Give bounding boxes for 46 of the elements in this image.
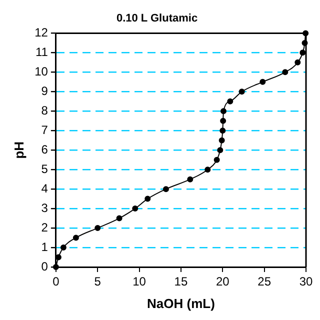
point xyxy=(302,40,308,46)
point xyxy=(300,50,306,56)
x-tick-label: 20 xyxy=(216,274,230,289)
y-tick-label: 6 xyxy=(41,142,48,156)
point xyxy=(238,88,245,95)
point xyxy=(116,215,122,222)
point xyxy=(220,128,226,134)
chart-title: 0.10 L Glutamic xyxy=(116,12,198,25)
point xyxy=(94,225,101,232)
x-tick-label: 0 xyxy=(52,274,60,289)
point xyxy=(72,234,79,241)
point xyxy=(302,30,309,36)
point xyxy=(204,166,211,173)
point xyxy=(220,118,226,124)
point xyxy=(218,137,225,144)
y-tick-label: 8 xyxy=(41,103,48,118)
y-tick-label: 5 xyxy=(41,162,48,176)
y-tick-label: 9 xyxy=(41,84,48,98)
y-tick-label: 1 xyxy=(41,240,48,254)
y-tick-label: 3 xyxy=(41,200,48,215)
x-tick-label: 25 xyxy=(258,274,272,289)
point xyxy=(220,108,226,114)
y-tick-label: 4 xyxy=(41,181,48,196)
x-tick-label: 5 xyxy=(94,274,102,289)
y-tick-label: 7 xyxy=(41,122,48,137)
point xyxy=(187,176,194,182)
point xyxy=(144,196,151,202)
y-tick-label: 11 xyxy=(35,44,48,59)
x-tick-label: 15 xyxy=(174,274,188,289)
x-tick-label: 30 xyxy=(299,274,313,289)
y-tick-label: 0 xyxy=(41,259,48,274)
point xyxy=(214,156,220,163)
point xyxy=(60,244,66,251)
y-axis-title: pH xyxy=(11,141,26,159)
y-tick-label: 2 xyxy=(41,220,48,234)
point xyxy=(162,186,169,192)
point xyxy=(260,78,266,85)
point xyxy=(227,98,234,104)
point xyxy=(132,206,138,212)
x-axis-title: NaOH (mL) xyxy=(147,296,215,311)
point xyxy=(294,59,301,66)
point xyxy=(217,147,224,154)
y-tick-label: 10 xyxy=(34,64,48,78)
point xyxy=(282,69,288,76)
y-tick-label: 12 xyxy=(34,26,48,40)
x-tick-label: 10 xyxy=(132,274,146,289)
